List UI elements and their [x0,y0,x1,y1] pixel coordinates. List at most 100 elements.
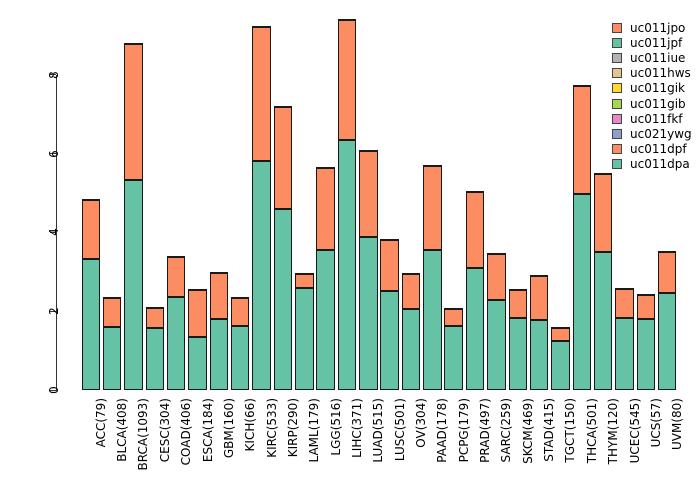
bar-segment-uc011dpa [636,319,656,390]
bar-segment-uc011dpa [572,193,592,390]
bar-segment-uc011dpf [273,105,293,210]
legend-swatch-icon [612,22,622,33]
bar-segment-uc011dpf [81,199,100,260]
x-axis-category-label: LAML(179) [307,398,322,463]
bar-segment-uc011dpf [337,19,357,140]
legend-item: uc021ywg [612,126,692,141]
bar-segment-uc011dpa [188,336,207,390]
bar-segment-uc011dpa [615,317,634,390]
legend-item: uc011dpa [612,157,692,172]
x-axis-category-label: COAD(406) [179,398,194,466]
x-axis-category-label: BRCA(1093) [136,398,151,471]
bar-segment-uc011dpf [359,150,378,238]
bar-segment-uc011dpf [380,239,399,291]
x-axis-category-label: OV(304) [414,398,428,448]
y-axis-tick-label: 0 [47,386,61,394]
y-axis-tick-label: 4 [47,228,61,237]
x-axis-category-label: UCS(57) [648,398,663,448]
x-axis-category-label: THYM(120) [606,398,621,465]
y-axis-tick [50,153,56,155]
bar-segment-uc011dpa [230,325,250,390]
x-axis-category-label: PRAD(497) [478,398,493,463]
bar-segment-uc011dpf [166,256,186,297]
bar-segment-uc011dpa [465,267,485,390]
bar-segment-uc011dpa [487,299,506,390]
x-axis-category-label: ESCA(184) [200,398,215,463]
bar-segment-uc011dpf [145,306,165,329]
bar-segment-uc011dpf [295,273,314,289]
bar-segment-uc011dpf [124,43,143,180]
bar-segment-uc011dpa [209,319,229,390]
bar-segment-uc011dpf [252,26,271,162]
bar-segment-uc011dpf [316,166,335,250]
y-axis-tick [50,310,56,312]
bar-segment-uc011dpf [529,274,549,320]
bar-segment-uc011dpf [657,250,677,293]
y-axis-tick [50,74,56,76]
legend-label: uc011jpf [630,35,683,50]
legend-item: uc011dpf [612,142,692,157]
bar-segment-uc011dpa [81,259,100,390]
legend-swatch-icon [612,144,622,155]
x-axis-category-label: UVM(80) [670,398,685,450]
bar-segment-uc011dpf [230,297,250,326]
bar-segment-uc011dpa [401,309,421,390]
x-axis-category-label: LGG(516) [328,398,343,456]
x-axis-category-label: LUSC(501) [392,398,407,462]
bar-segment-uc011dpf [615,288,634,318]
legend-label: uc011hws [630,66,691,81]
x-axis-category-label: GBM(160) [221,398,236,459]
x-axis-category-label: LUAD(515) [371,398,386,463]
bar-segment-uc011dpf [487,252,506,300]
legend-swatch-icon [612,128,622,139]
legend-label: uc011gik [630,81,686,96]
bar-segment-uc011dpa [145,328,165,390]
bar-segment-uc011dpf [102,296,122,328]
bar-segment-uc011dpa [508,318,527,390]
x-axis-category-label: KICH(66) [243,398,258,452]
x-axis-category-label: SKCM(469) [520,398,535,464]
legend-label: uc011jpo [630,20,686,35]
bar-segment-uc011dpa [551,340,570,390]
bar-segment-uc011dpf [572,85,592,194]
x-axis-category-label: THCA(501) [584,398,599,464]
bar-segment-uc011dpa [593,251,613,390]
x-axis-category-label: BLCA(408) [115,398,130,462]
bar-segment-uc011dpa [124,179,143,390]
bar-segment-uc011dpa [423,249,442,390]
bar-segment-uc011dpf [188,289,207,337]
x-axis-category-label: SARC(259) [499,398,514,463]
bar-segment-uc011dpf [465,191,485,268]
bar-segment-uc011dpf [423,165,442,250]
legend-swatch-icon [612,68,622,79]
y-axis-tick-label: 8 [47,70,61,79]
bar-segment-uc011dpa [359,237,378,390]
bar-segment-uc011dpa [166,296,186,390]
legend-swatch-icon [612,37,622,48]
legend-swatch-icon [612,113,622,124]
x-axis-category-label: ACC(79) [93,398,108,448]
bar-segment-uc011dpa [380,290,399,390]
legend-item: uc011gik [612,81,692,96]
legend-label: uc011fkf [630,111,683,126]
x-axis-category-label: KIRP(290) [285,398,300,458]
legend-item: uc011iue [612,50,692,65]
legend-item: uc011hws [612,66,692,81]
bar-segment-uc011dpf [636,294,656,320]
legend-item: uc011fkf [612,111,692,126]
legend-swatch-icon [612,52,622,63]
y-axis-tick-label: 2 [47,307,61,316]
x-axis-category-label: TGCT(150) [563,398,578,463]
bar-segment-uc011dpf [401,273,421,310]
y-axis-tick [50,389,56,391]
legend-label: uc011dpf [630,142,687,157]
y-axis-tick-label: 6 [47,149,61,158]
x-axis-category-label: CESC(304) [157,398,172,463]
bar-segment-uc011dpf [551,326,570,341]
x-axis-category-label: UCEC(545) [627,398,642,464]
legend-item: uc011jpo [612,20,692,35]
y-axis-line [56,74,57,391]
x-axis-category-label: PAAD(178) [435,398,450,463]
legend-label: uc021ywg [630,126,692,141]
